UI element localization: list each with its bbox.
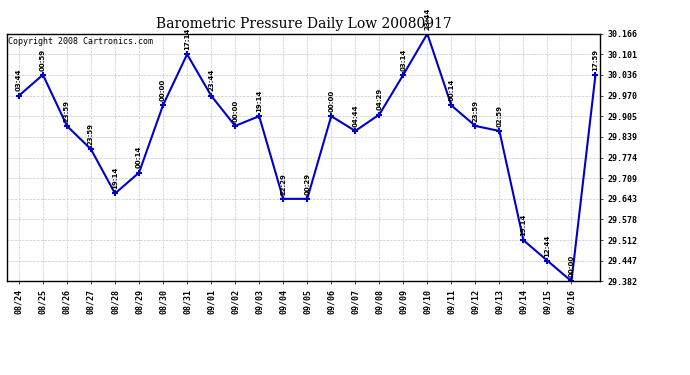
Text: Copyright 2008 Cartronics.com: Copyright 2008 Cartronics.com: [8, 38, 153, 46]
Text: 00:00: 00:00: [328, 90, 334, 112]
Text: 19:14: 19:14: [256, 90, 262, 112]
Text: 23:59: 23:59: [64, 100, 70, 122]
Title: Barometric Pressure Daily Low 20080917: Barometric Pressure Daily Low 20080917: [156, 17, 451, 31]
Text: 02:59: 02:59: [496, 105, 502, 127]
Text: 00:29: 00:29: [304, 172, 310, 195]
Text: 00:00: 00:00: [160, 79, 166, 101]
Text: 04:29: 04:29: [376, 88, 382, 110]
Text: 23:44: 23:44: [424, 7, 431, 30]
Text: 00:00: 00:00: [569, 255, 575, 277]
Text: 03:14: 03:14: [400, 48, 406, 70]
Text: 23:59: 23:59: [88, 123, 94, 145]
Text: 19:14: 19:14: [520, 214, 526, 236]
Text: 19:14: 19:14: [112, 167, 118, 189]
Text: 03:44: 03:44: [16, 69, 22, 92]
Text: 00:14: 00:14: [448, 79, 454, 101]
Text: 23:44: 23:44: [208, 69, 214, 92]
Text: 00:14: 00:14: [136, 146, 142, 168]
Text: 17:14: 17:14: [184, 28, 190, 50]
Text: 00:00: 00:00: [232, 99, 238, 122]
Text: 17:59: 17:59: [593, 48, 598, 70]
Text: 22:29: 22:29: [280, 173, 286, 195]
Text: 04:44: 04:44: [353, 104, 358, 127]
Text: 00:59: 00:59: [40, 48, 46, 70]
Text: 23:59: 23:59: [473, 100, 478, 122]
Text: 12:44: 12:44: [544, 234, 551, 256]
